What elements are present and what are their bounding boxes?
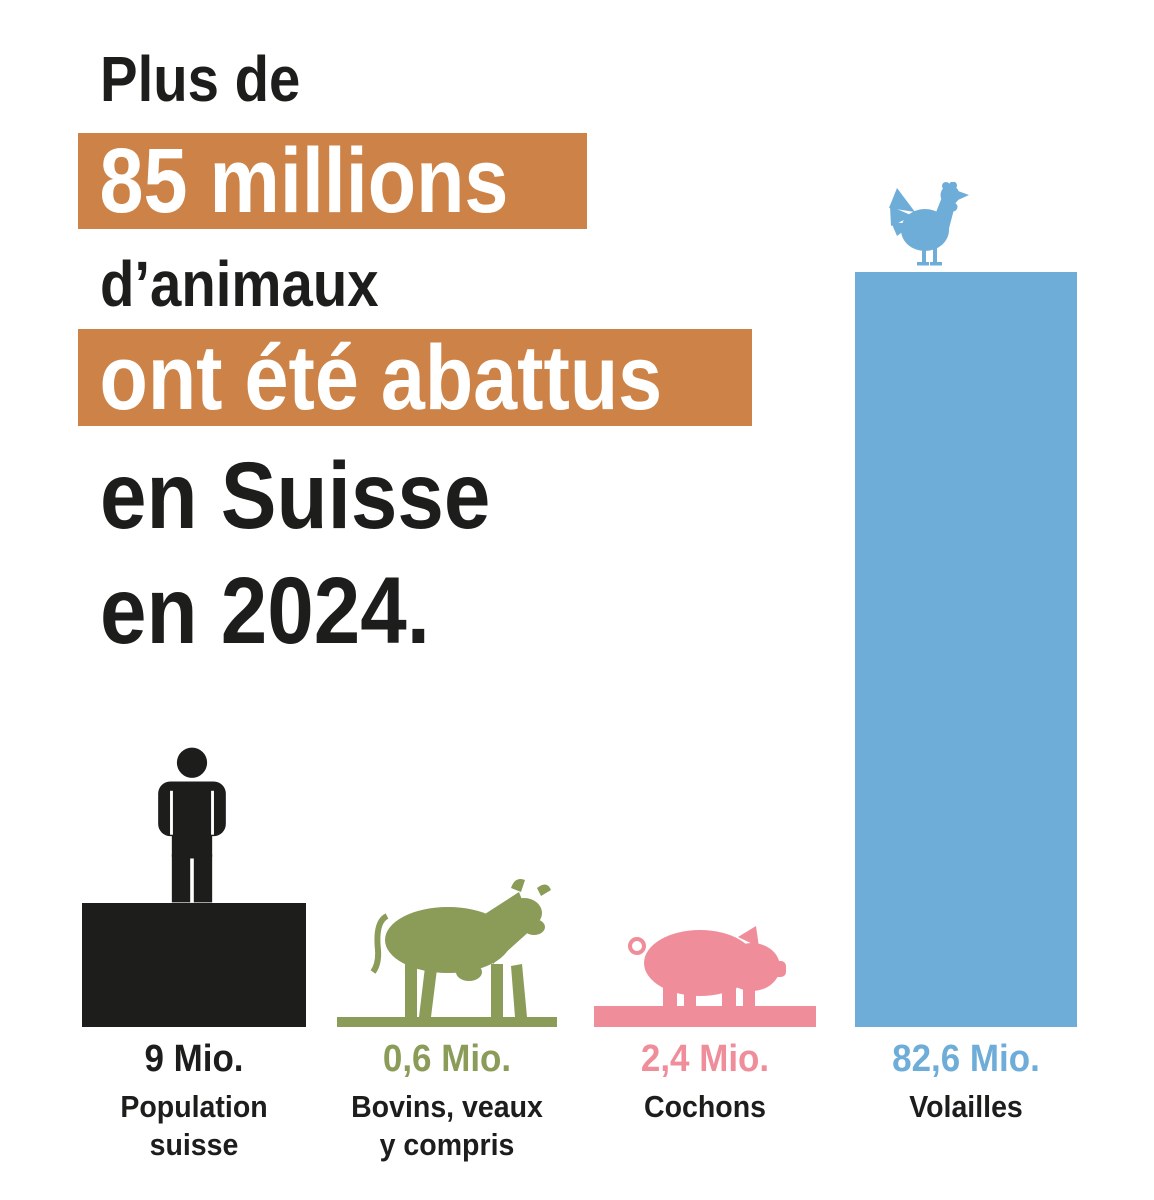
highlight-85-millions-text: 85 millions xyxy=(99,130,509,232)
highlight-ont-ete-abattus-text: ont été abattus xyxy=(99,326,663,429)
highlight-85-millions: 85 millions xyxy=(78,133,587,229)
bar-population-suisse xyxy=(82,903,306,1027)
person-icon xyxy=(158,747,226,903)
category-label-bovins-line1: Bovins, veaux xyxy=(351,1089,543,1124)
category-label-cochons: Cochons xyxy=(558,1088,852,1126)
category-label-population-line2: suisse xyxy=(149,1127,239,1162)
category-label-volailles-line1: Volailles xyxy=(909,1089,1023,1124)
highlight-ont-ete-abattus: ont été abattus xyxy=(78,329,752,426)
category-label-volailles: Volailles xyxy=(819,1088,1113,1126)
value-label-volailles: 82,6 Mio. xyxy=(892,1038,1040,1080)
bar-volailles xyxy=(855,272,1077,1027)
cow-icon xyxy=(370,879,551,1017)
value-label-bovins: 0,6 Mio. xyxy=(382,1038,512,1080)
bar-cochons xyxy=(594,1006,816,1027)
bar-bovins xyxy=(337,1017,557,1027)
title-line-en-2024: en 2024. xyxy=(100,558,430,664)
hen-icon xyxy=(889,182,969,266)
title-line-en-suisse: en Suisse xyxy=(100,443,491,549)
category-label-population-line1: Population xyxy=(120,1089,268,1124)
value-label-cochons: 2,4 Mio. xyxy=(640,1038,770,1080)
category-label-bovins-line2: y compris xyxy=(379,1127,515,1162)
pig-icon xyxy=(628,926,786,1006)
category-label-population: Population suisse xyxy=(47,1088,341,1164)
title-line-danimaux: d’animaux xyxy=(100,248,379,320)
category-label-bovins: Bovins, veaux y compris xyxy=(300,1088,594,1164)
title-line-plus-de: Plus de xyxy=(100,43,301,115)
category-label-cochons-line1: Cochons xyxy=(643,1089,767,1124)
value-label-population: 9 Mio. xyxy=(144,1038,244,1080)
